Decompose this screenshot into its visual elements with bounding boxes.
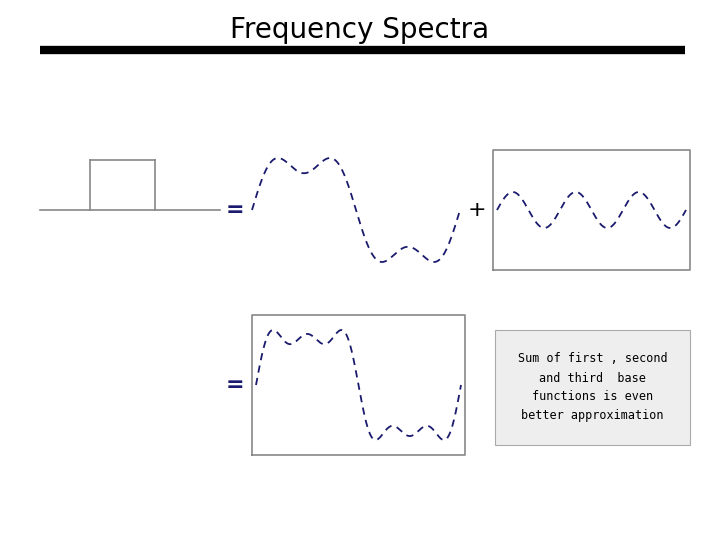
Text: Frequency Spectra: Frequency Spectra — [230, 16, 490, 44]
Text: Sum of first , second
and third  base
functions is even
better approximation: Sum of first , second and third base fun… — [518, 353, 667, 422]
Text: =: = — [225, 200, 244, 220]
FancyBboxPatch shape — [495, 330, 690, 445]
Text: +: + — [468, 200, 486, 220]
Text: =: = — [225, 375, 244, 395]
